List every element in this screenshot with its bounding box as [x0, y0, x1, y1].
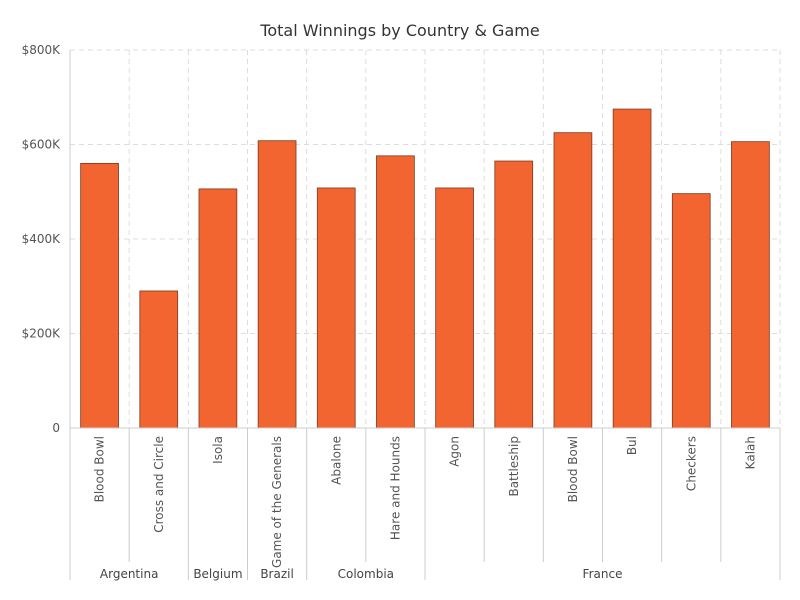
- y-tick-label: $400K: [22, 232, 62, 246]
- bar: [671, 193, 711, 429]
- x-group-label: Belgium: [193, 567, 242, 581]
- x-category-label: Checkers: [684, 436, 698, 491]
- bar: [376, 155, 415, 429]
- bar: [612, 108, 652, 429]
- bar: [553, 132, 593, 429]
- x-category-label: Isola: [211, 436, 225, 464]
- x-category-label: Blood Bowl: [566, 436, 580, 502]
- x-category-label: Blood Bowl: [93, 436, 107, 502]
- y-tick-label: $200K: [22, 327, 62, 341]
- x-category-label: Agon: [448, 436, 462, 467]
- x-category-label: Game of the Generals: [270, 436, 284, 568]
- bar: [80, 162, 119, 429]
- y-tick-label: $800K: [22, 43, 62, 57]
- bar: [198, 188, 238, 429]
- x-group-label: France: [583, 567, 623, 581]
- x-category-label: Hare and Hounds: [388, 436, 402, 540]
- x-category-label: Abalone: [329, 436, 343, 485]
- bar: [435, 187, 474, 429]
- chart-title: Total Winnings by Country & Game: [259, 21, 539, 40]
- x-category-label: Battleship: [507, 436, 521, 497]
- y-tick-label: 0: [52, 421, 60, 435]
- x-group-label: Colombia: [338, 567, 394, 581]
- x-group-label: Brazil: [260, 567, 294, 581]
- bar: [494, 160, 534, 429]
- x-category-label: Cross and Circle: [152, 436, 166, 533]
- x-category-label: Kalah: [743, 436, 757, 469]
- bar: [257, 140, 297, 429]
- x-group-label: Argentina: [100, 567, 159, 581]
- y-tick-label: $600K: [22, 138, 62, 152]
- x-category-label: Bul: [625, 436, 639, 455]
- bar: [316, 187, 356, 429]
- bar: [731, 141, 770, 429]
- bar: [139, 290, 179, 429]
